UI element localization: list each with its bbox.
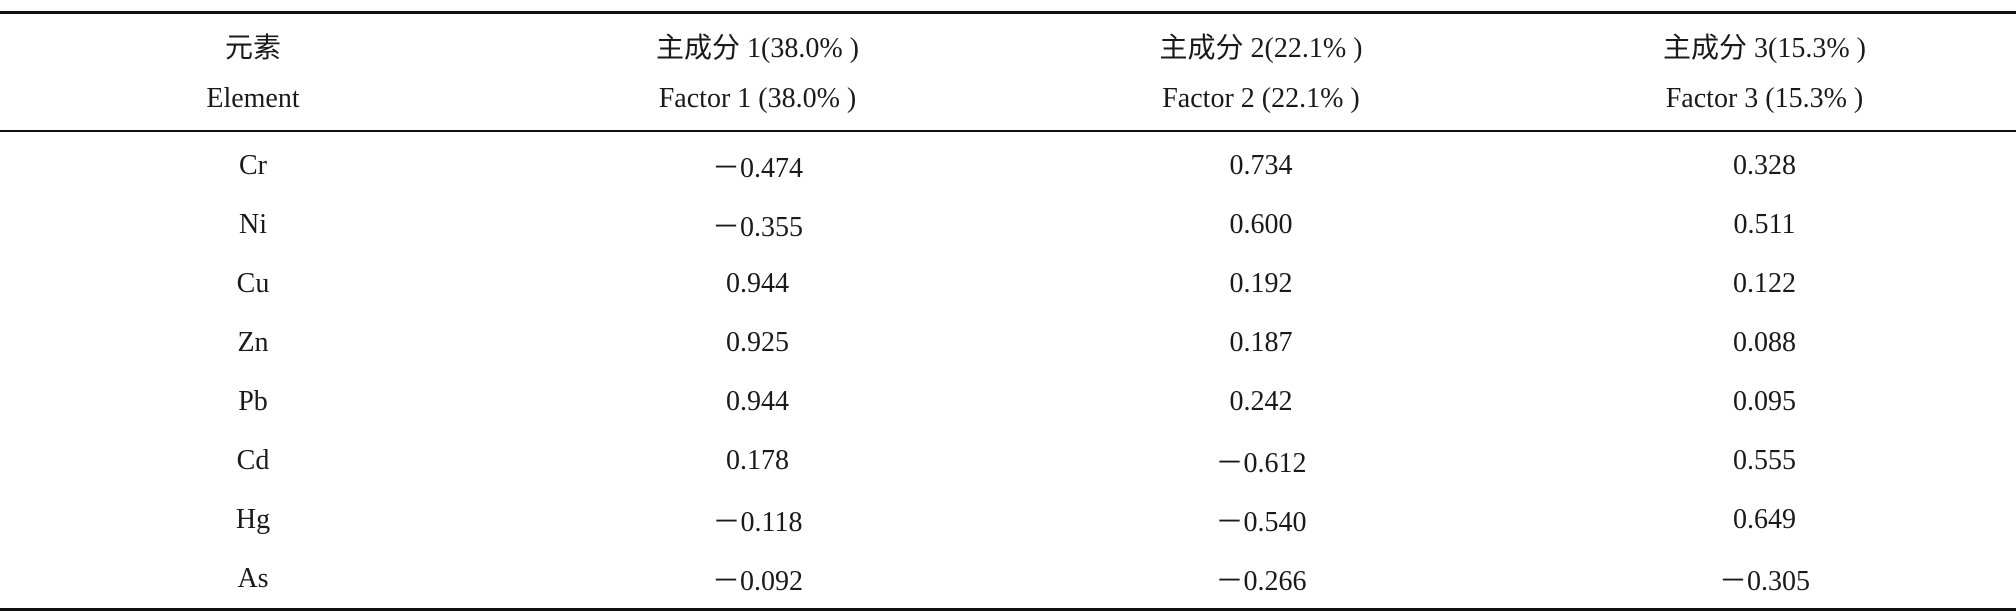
table-row: As －0.092 －0.266 －0.305 [0,549,2016,611]
element-cell: As [0,549,506,611]
factor2-cell: 0.734 [1229,149,1293,181]
header-factor2-en: Factor 2 (22.1% ) [1009,74,1513,132]
factor1-cell: －0.092 [506,549,1009,611]
factor3-cell: －0.305 [1513,549,2016,611]
element-cell: Cu [236,267,270,299]
factor3-cell: 0.122 [1733,267,1796,299]
element-cell: Cd [236,444,270,476]
factor1-cell: －0.118 [712,506,803,538]
factor2-cell: 0.192 [1229,267,1293,299]
factor3-cell: 0.328 [1733,149,1796,181]
table-row: Ni －0.355 0.600 0.511 [0,195,2016,254]
header-factor1-zh: 主成分 1(38.0% ) [506,11,1009,74]
element-cell: Cr [239,149,267,181]
factor1-cell: 0.178 [726,444,789,476]
header-row-english: Element Factor 1 (38.0% ) Factor 2 (22.1… [0,74,2016,132]
factor1-cell: 0.925 [726,326,789,358]
table-row: Cr －0.474 0.734 0.328 [0,131,2016,195]
factor2-cell: 0.600 [1229,208,1293,240]
element-cell: Pb [238,385,268,417]
table-body: Cr －0.474 0.734 0.328 Ni －0.355 0.600 0.… [0,131,2016,611]
table-row: Cd 0.178 －0.612 0.555 [0,431,2016,490]
factor1-cell: －0.474 [711,152,803,184]
factor1-cell: 0.944 [726,385,789,417]
table-row: Hg －0.118 －0.540 0.649 [0,490,2016,549]
factor2-cell: 0.187 [1229,326,1293,358]
header-factor2-zh: 主成分 2(22.1% ) [1009,11,1513,74]
table-row: Cu 0.944 0.192 0.122 [0,254,2016,313]
header-factor3-en: Factor 3 (15.3% ) [1513,74,2016,132]
header-factor3-zh: 主成分 3(15.3% ) [1513,11,2016,74]
header-factor1-en: Factor 1 (38.0% ) [506,74,1009,132]
factor2-cell: －0.612 [1215,447,1307,479]
factor2-cell: －0.540 [1215,506,1307,538]
factor1-cell: －0.355 [711,211,803,243]
factor2-cell: 0.242 [1229,385,1293,417]
element-cell: Zn [237,326,269,358]
factor2-cell: －0.266 [1009,549,1513,611]
element-cell: Hg [235,503,271,535]
table-row: Zn 0.925 0.187 0.088 [0,313,2016,372]
factor3-cell: 0.088 [1733,326,1796,358]
factor3-cell: 0.555 [1733,444,1796,476]
header-row-chinese: 元素 主成分 1(38.0% ) 主成分 2(22.1% ) 主成分 3(15.… [0,11,2016,74]
element-cell: Ni [239,208,267,240]
header-element-zh: 元素 [0,11,506,74]
factor-loading-table-container: 元素 主成分 1(38.0% ) 主成分 2(22.1% ) 主成分 3(15.… [0,11,2016,611]
header-element-en: Element [0,74,506,132]
factor1-cell: 0.944 [726,267,789,299]
factor3-cell: 0.649 [1733,503,1796,535]
table-header: 元素 主成分 1(38.0% ) 主成分 2(22.1% ) 主成分 3(15.… [0,11,2016,132]
table-row: Pb 0.944 0.242 0.095 [0,372,2016,431]
factor3-cell: 0.511 [1733,208,1796,240]
factor3-cell: 0.095 [1733,385,1796,417]
factor-loading-table: 元素 主成分 1(38.0% ) 主成分 2(22.1% ) 主成分 3(15.… [0,11,2016,611]
